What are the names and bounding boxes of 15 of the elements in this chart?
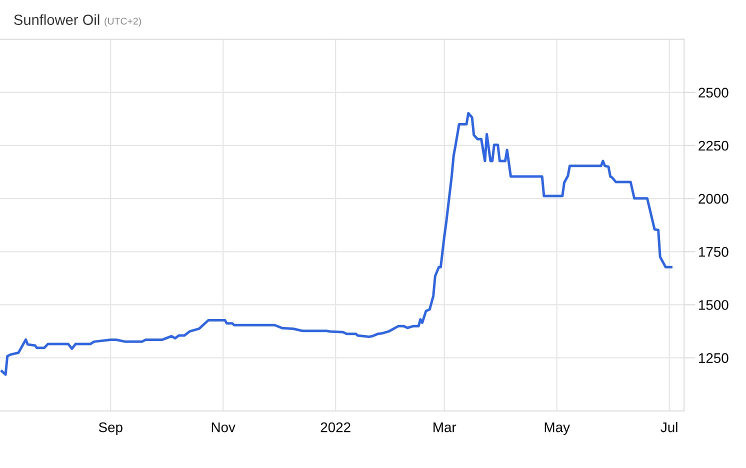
line-series bbox=[0, 112, 672, 376]
y-tick-label: 2250 bbox=[698, 140, 728, 151]
y-tick-label: 1750 bbox=[699, 246, 728, 257]
chart-title: Sunflower Oil bbox=[14, 14, 100, 25]
x-tick-label: May bbox=[544, 422, 570, 435]
x-tick-label: Sep bbox=[98, 422, 122, 435]
y-tick-label: 1500 bbox=[699, 300, 728, 310]
x-tick-label: 2022 bbox=[320, 422, 350, 432]
x-tick-label: Nov bbox=[212, 422, 236, 432]
x-tick-label: Mar bbox=[434, 422, 456, 432]
y-tick-label: 1250 bbox=[699, 353, 728, 363]
x-tick-label: Jul bbox=[660, 422, 678, 432]
y-tick-label: 2500 bbox=[698, 88, 728, 98]
y-tick-label: 2000 bbox=[698, 194, 728, 204]
chart-subtitle: (UTC+2) bbox=[104, 17, 141, 27]
